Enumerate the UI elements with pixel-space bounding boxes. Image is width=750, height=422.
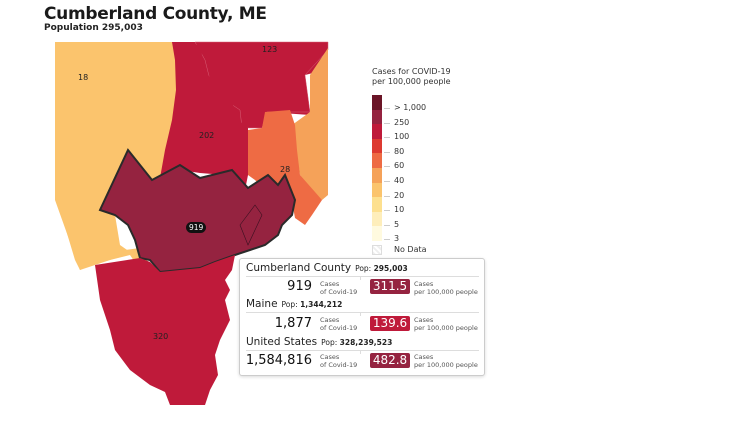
legend-title: Cases for COVID-19 per 100,000 people [372, 67, 451, 86]
national-cases-label: Cases of Covid-19 [320, 353, 358, 369]
legend-item: 3 [372, 226, 482, 243]
region-label-e: 28 [280, 165, 291, 174]
county-cases: 919 [287, 279, 312, 294]
region-label-n: 123 [262, 45, 278, 54]
legend-item: > 1,000 [372, 95, 482, 112]
county-rate-badge: 311.5 [370, 279, 410, 294]
region-selected[interactable] [98, 148, 297, 274]
page-title: Cumberland County, ME [44, 4, 267, 24]
legend: Cases for COVID-19 per 100,000 people > … [372, 67, 482, 255]
region-e-light[interactable] [292, 48, 328, 200]
county-cases-label: Cases of Covid-19 [320, 280, 358, 296]
state-rate-label: Cases per 100,000 people [414, 316, 478, 332]
state-cases: 1,877 [274, 316, 312, 331]
national-cases: 1,584,816 [245, 353, 312, 368]
legend-item: 20 [372, 182, 482, 200]
region-label-selected: 919 [186, 222, 207, 233]
hatch-icon [372, 244, 382, 255]
region-e[interactable] [248, 110, 322, 225]
region-label-sw: 320 [153, 332, 169, 341]
population-subtitle: Population 295,003 [44, 23, 143, 33]
section-county-header: Cumberland County Pop: 295,003 [246, 262, 408, 274]
legend-item: 100 [372, 124, 482, 141]
state-rate-badge: 139.6 [370, 316, 410, 331]
section-state-header: Maine Pop: 1,344,212 [246, 298, 343, 310]
region-sw[interactable] [95, 255, 235, 405]
stats-panel: Cumberland County Pop: 295,003 919 Cases o… [239, 258, 485, 376]
region-label-center-n: 202 [199, 131, 215, 140]
region-label-nw: 18 [78, 73, 89, 82]
legend-item: 40 [372, 167, 482, 185]
state-cases-label: Cases of Covid-19 [320, 316, 358, 332]
legend-item: 5 [372, 211, 482, 229]
legend-no-data: No Data [372, 239, 482, 255]
legend-item: 60 [372, 153, 482, 170]
section-national-header: United States Pop: 328,239,523 [246, 336, 393, 348]
national-rate-badge: 482.8 [370, 353, 410, 368]
legend-item: 10 [372, 197, 482, 214]
region-center-n[interactable] [160, 42, 248, 190]
county-rate-label: Cases per 100,000 people [414, 280, 478, 296]
legend-item: 80 [372, 138, 482, 156]
national-rate-label: Cases per 100,000 people [414, 353, 478, 369]
legend-item: 250 [372, 109, 482, 127]
